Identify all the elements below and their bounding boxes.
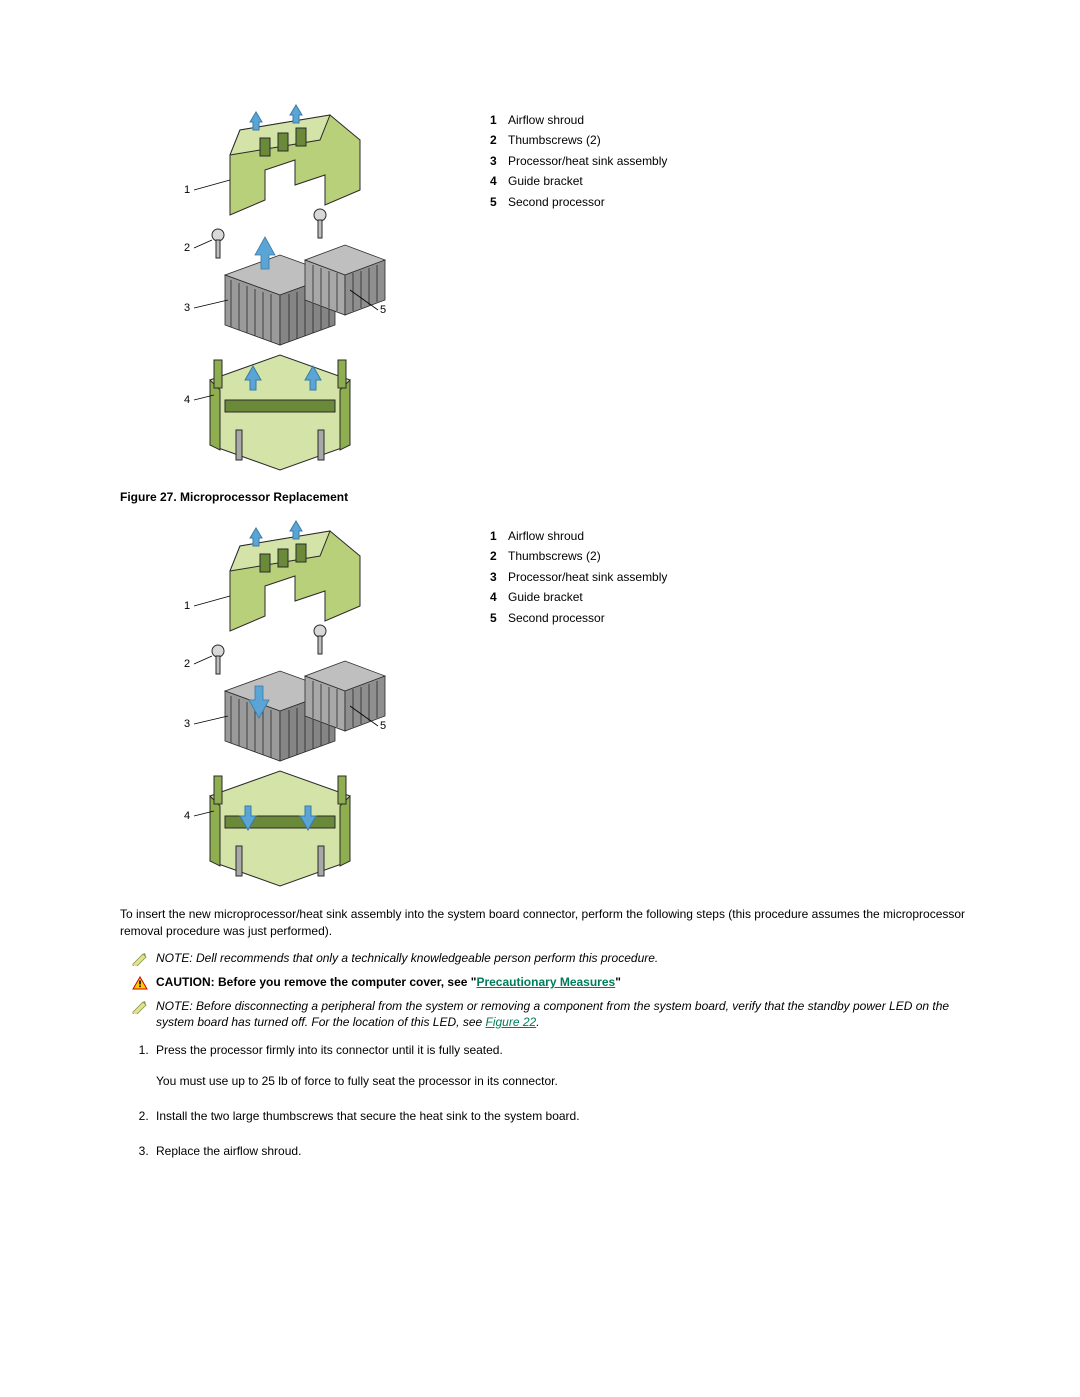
note-prefix: NOTE: — [156, 951, 196, 965]
callout-4: 4 — [184, 810, 190, 822]
callout-2: 2 — [184, 658, 190, 670]
legend-text: Processor/heat sink assembly — [508, 567, 667, 587]
callout-1: 1 — [184, 600, 190, 612]
legend-text: Airflow shroud — [508, 110, 584, 130]
caution-suffix: " — [615, 975, 621, 989]
procedure-steps: Press the processor firmly into its conn… — [120, 1042, 970, 1159]
note-2-text: NOTE: Before disconnecting a peripheral … — [156, 998, 970, 1030]
figure-27-block: 1 2 3 4 5 1Airflow shroud 2Thumbscrews (… — [120, 516, 970, 896]
figure-26-legend: 1Airflow shroud 2Thumbscrews (2) 3Proces… — [490, 110, 667, 212]
note-pencil-icon — [132, 1000, 148, 1014]
callout-4: 4 — [184, 394, 190, 406]
note-1: NOTE: Dell recommends that only a techni… — [132, 950, 970, 966]
caution-row: CAUTION: Before you remove the computer … — [132, 974, 970, 990]
legend-num: 4 — [490, 171, 508, 191]
legend-text: Guide bracket — [508, 587, 583, 607]
legend-text: Airflow shroud — [508, 526, 584, 546]
caution-triangle-icon — [132, 976, 148, 990]
callout-5: 5 — [380, 720, 386, 732]
figure-27-legend: 1Airflow shroud 2Thumbscrews (2) 3Proces… — [490, 526, 667, 628]
note-suffix: . — [536, 1015, 539, 1029]
callout-1: 1 — [184, 184, 190, 196]
precautionary-measures-link[interactable]: Precautionary Measures — [476, 975, 615, 989]
note-pencil-icon — [132, 952, 148, 966]
callout-3: 3 — [184, 302, 190, 314]
step-1-text: Press the processor firmly into its conn… — [156, 1043, 503, 1057]
legend-text: Second processor — [508, 608, 605, 628]
legend-num: 2 — [490, 130, 508, 150]
figure-26-image: 1 2 3 4 5 — [150, 100, 430, 480]
callout-2: 2 — [184, 242, 190, 254]
note-body: Dell recommends that only a technically … — [196, 951, 658, 965]
caution-prefix: CAUTION: Before you remove the computer … — [156, 975, 476, 989]
figure-22-link[interactable]: Figure 22 — [486, 1015, 537, 1029]
intro-paragraph: To insert the new microprocessor/heat si… — [120, 906, 970, 940]
note-prefix: NOTE: — [156, 999, 196, 1013]
legend-text: Thumbscrews (2) — [508, 546, 601, 566]
figure-26-block: 1 2 3 4 5 1Airflow shroud 2Thumbscrews (… — [120, 100, 970, 480]
note-1-text: NOTE: Dell recommends that only a techni… — [156, 950, 658, 966]
legend-num: 4 — [490, 587, 508, 607]
figure-27-caption: Figure 27. Microprocessor Replacement — [120, 490, 970, 504]
legend-num: 5 — [490, 192, 508, 212]
step-1-sub: You must use up to 25 lb of force to ful… — [156, 1073, 970, 1090]
legend-num: 3 — [490, 567, 508, 587]
step-3: Replace the airflow shroud. — [152, 1143, 970, 1160]
figure-27-image: 1 2 3 4 5 — [150, 516, 430, 896]
note-2: NOTE: Before disconnecting a peripheral … — [132, 998, 970, 1030]
step-1: Press the processor firmly into its conn… — [152, 1042, 970, 1090]
legend-text: Processor/heat sink assembly — [508, 151, 667, 171]
note-body: Before disconnecting a peripheral from t… — [156, 999, 949, 1029]
legend-text: Second processor — [508, 192, 605, 212]
step-2: Install the two large thumbscrews that s… — [152, 1108, 970, 1125]
legend-num: 2 — [490, 546, 508, 566]
callout-3: 3 — [184, 718, 190, 730]
legend-text: Thumbscrews (2) — [508, 130, 601, 150]
legend-num: 5 — [490, 608, 508, 628]
caution-text: CAUTION: Before you remove the computer … — [156, 974, 621, 990]
legend-text: Guide bracket — [508, 171, 583, 191]
legend-num: 1 — [490, 110, 508, 130]
legend-num: 1 — [490, 526, 508, 546]
legend-num: 3 — [490, 151, 508, 171]
callout-5: 5 — [380, 304, 386, 316]
